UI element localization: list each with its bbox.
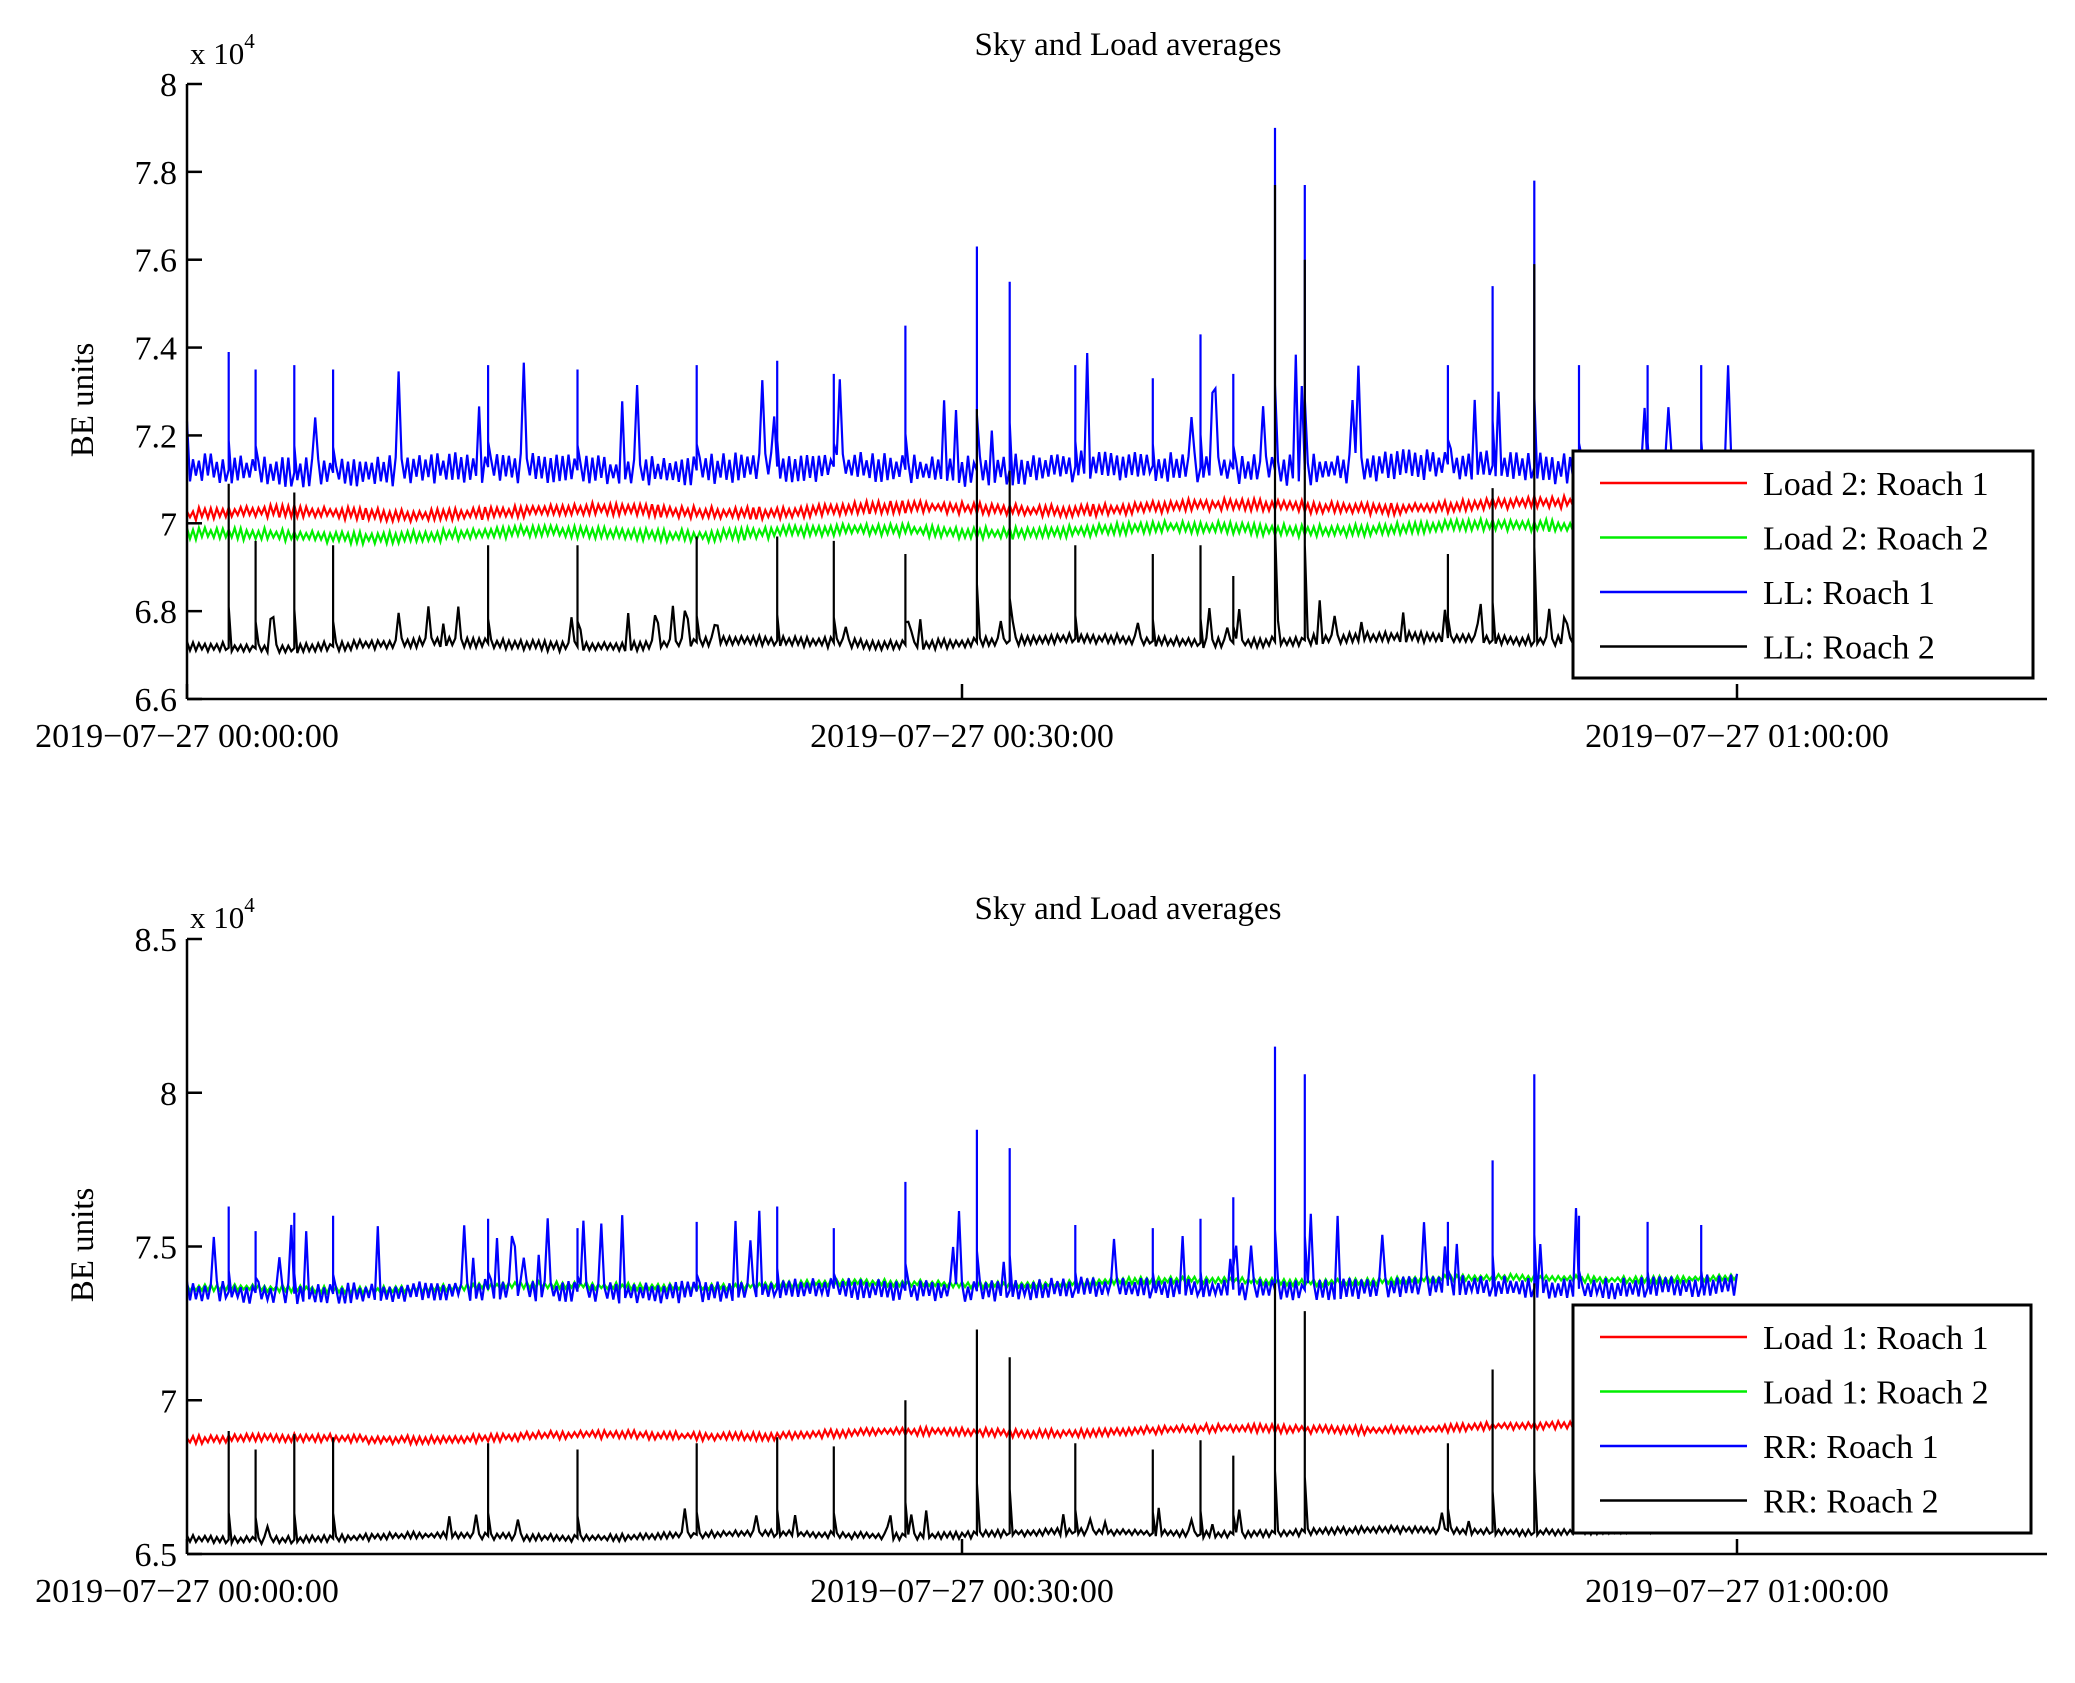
series-line-rr-roach-2 xyxy=(186,1283,1738,1548)
subplot-bottom: Sky and Load averages x 104 BE units 6.5… xyxy=(35,891,2047,1610)
y-tick-label: 7.5 xyxy=(135,1230,178,1267)
plot-area xyxy=(185,1046,1739,1548)
x-tick-label: 2019−07−27 00:30:00 xyxy=(810,718,1114,755)
axes: 6.6 6.8 7 7.2 7.4 7.6 7.8 8 2019−07−27 00:00:00 2… xyxy=(35,67,2047,755)
series-line-load-1-roach-1 xyxy=(186,1418,1739,1448)
y-multiplier: x 104 xyxy=(190,29,255,71)
legend-label: LL: Roach 1 xyxy=(1763,575,1935,612)
y-tick-label: 8 xyxy=(160,67,177,104)
y-tick-label: 7.6 xyxy=(135,243,178,280)
legend: Load 1: Roach 1 Load 1: Roach 2 RR: Roach … xyxy=(1571,1303,2033,1535)
y-tick-label: 8 xyxy=(160,1076,177,1113)
legend-label: Load 1: Roach 2 xyxy=(1763,1375,1989,1412)
y-multiplier-exponent: 4 xyxy=(244,29,255,53)
series-line-load-2-roach-1 xyxy=(186,491,1739,526)
chart-title: Sky and Load averages xyxy=(975,27,1282,63)
y-tick-label: 7.8 xyxy=(135,155,178,192)
y-tick-label: 7.4 xyxy=(135,331,178,368)
y-tick-label: 7 xyxy=(160,506,177,543)
legend-label: RR: Roach 2 xyxy=(1763,1484,1939,1521)
y-axis-label: BE units xyxy=(65,1188,101,1303)
series-line-load-2-roach-2 xyxy=(185,515,1738,549)
y-tick-label: 7.2 xyxy=(135,418,178,455)
axes: 6.5 7 7.5 8 8.5 2019−07−27 00:00:00 2019−07−27… xyxy=(35,922,2047,1610)
plot-area xyxy=(185,127,1739,657)
y-tick-label: 8.5 xyxy=(135,922,178,959)
legend-box xyxy=(1571,449,2035,680)
chart-title: Sky and Load averages xyxy=(975,891,1282,927)
y-tick-label: 6.6 xyxy=(135,682,178,719)
subplot-top: Sky and Load averages x 104 BE units 6.6… xyxy=(35,27,2047,755)
x-tick-label: 2019−07−27 01:00:00 xyxy=(1585,1573,1889,1610)
x-tick-label: 2019−07−27 00:30:00 xyxy=(810,1573,1114,1610)
legend-label: Load 2: Roach 2 xyxy=(1763,521,1989,558)
y-tick-label: 7 xyxy=(160,1383,177,1420)
series-line-ll-roach-1 xyxy=(185,127,1739,488)
y-multiplier-base: x 10 xyxy=(190,36,244,71)
series-line-rr-roach-1 xyxy=(185,1046,1739,1305)
legend-label: LL: Roach 2 xyxy=(1763,630,1935,667)
y-tick-label: 6.8 xyxy=(135,594,178,631)
x-tick-label: 2019−07−27 00:00:00 xyxy=(35,718,339,755)
legend: Load 2: Roach 1 Load 2: Roach 2 LL: Roach … xyxy=(1571,449,2035,680)
series-line-ll-roach-2 xyxy=(185,185,1738,657)
y-multiplier-exponent: 4 xyxy=(244,893,255,917)
legend-label: Load 1: Roach 1 xyxy=(1763,1320,1989,1357)
legend-box xyxy=(1571,1303,2033,1535)
y-multiplier: x 104 xyxy=(190,893,255,935)
legend-label: Load 2: Roach 1 xyxy=(1763,466,1989,503)
y-axis-label: BE units xyxy=(65,343,101,458)
y-multiplier-base: x 10 xyxy=(190,900,244,935)
x-tick-label: 2019−07−27 01:00:00 xyxy=(1585,718,1889,755)
x-tick-label: 2019−07−27 00:00:00 xyxy=(35,1573,339,1610)
legend-label: RR: Roach 1 xyxy=(1763,1429,1939,1466)
y-tick-label: 6.5 xyxy=(135,1537,178,1574)
